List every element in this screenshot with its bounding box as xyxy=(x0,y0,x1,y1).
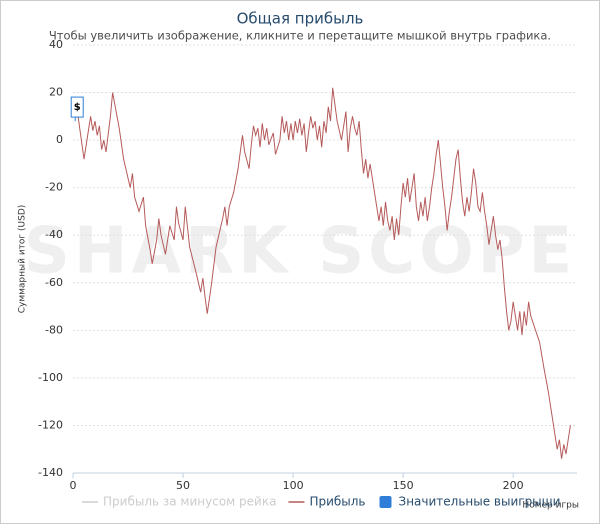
flag-label: $ xyxy=(74,102,81,113)
y-tick-label: -40 xyxy=(45,228,63,241)
data-line xyxy=(72,87,571,459)
y-tick-label: 40 xyxy=(49,38,63,51)
y-tick-label: -20 xyxy=(45,181,63,194)
chart-title: Общая прибыль xyxy=(237,10,364,28)
legend-label[interactable]: Прибыль за минусом рейка xyxy=(103,495,276,509)
x-tick-label: 150 xyxy=(393,479,414,492)
x-tick-label: 0 xyxy=(70,479,77,492)
y-tick-label: 20 xyxy=(49,86,63,99)
y-axis-label: Суммарный итог (USD) xyxy=(18,205,28,314)
legend-label[interactable]: Значительные выигрыши xyxy=(399,495,561,509)
y-tick-label: -140 xyxy=(38,466,63,479)
flag xyxy=(70,96,84,118)
chart-subtitle: Чтобы увеличить изображение, кликните и … xyxy=(49,29,551,43)
x-tick-label: 50 xyxy=(176,479,190,492)
watermark: SHARK SCOPE xyxy=(24,215,576,289)
y-tick-label: -60 xyxy=(45,276,63,289)
x-axis-label: Номер игры xyxy=(522,501,579,511)
y-tick-label: -80 xyxy=(45,323,63,336)
legend-label[interactable]: Прибыль xyxy=(309,495,365,509)
y-tick-label: -100 xyxy=(38,371,63,384)
y-tick-label: 0 xyxy=(56,133,63,146)
y-tick-label: -120 xyxy=(38,418,63,431)
x-tick-label: 200 xyxy=(503,479,524,492)
legend-symbol xyxy=(379,496,392,508)
x-tick-label: 100 xyxy=(283,479,304,492)
